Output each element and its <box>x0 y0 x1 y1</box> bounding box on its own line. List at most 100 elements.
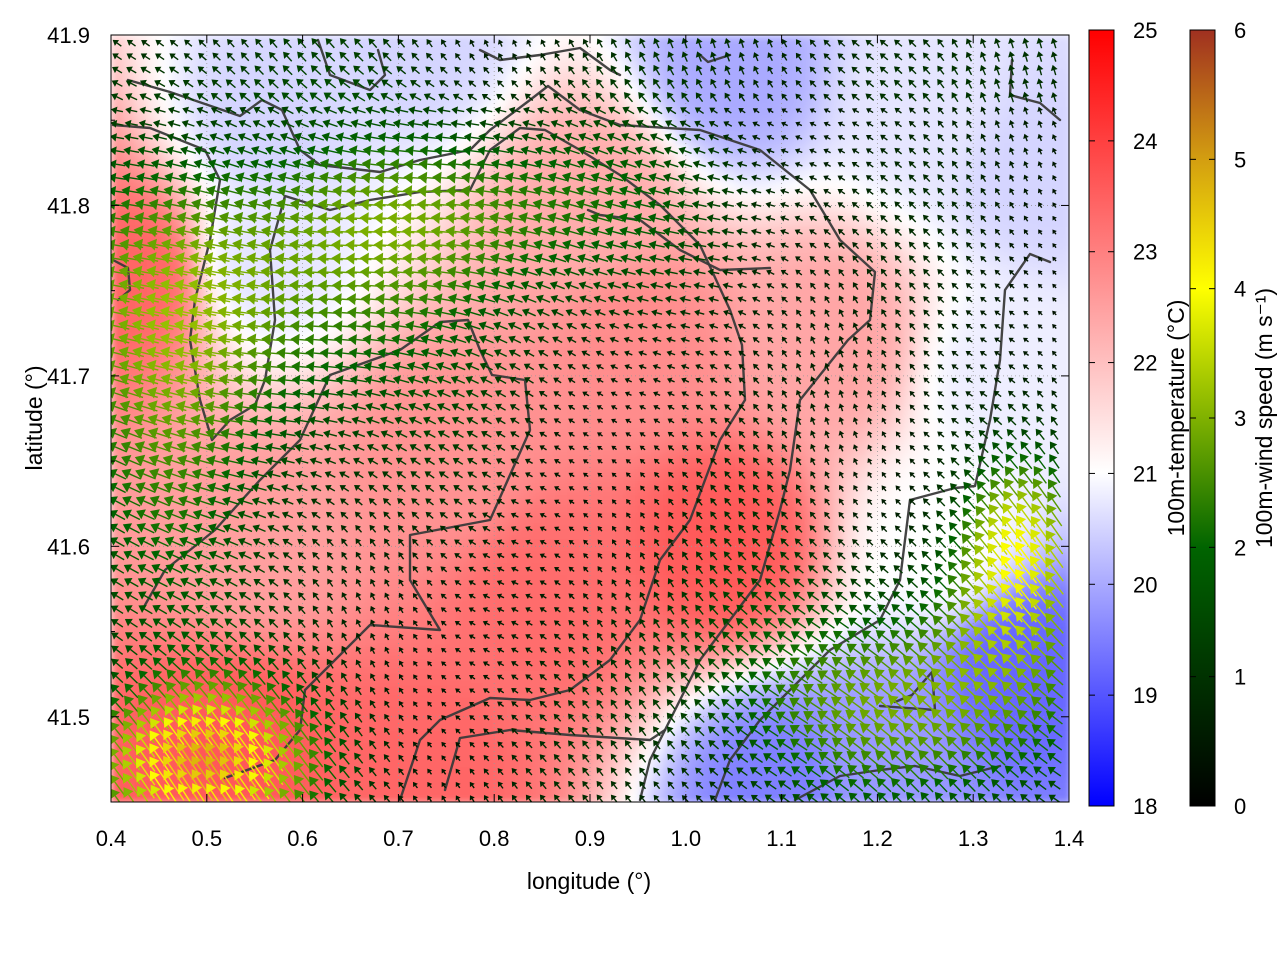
temperature-cell <box>615 419 628 432</box>
temperature-cell <box>399 59 412 72</box>
temperature-cell <box>1059 59 1069 72</box>
temperature-cell <box>999 35 1012 48</box>
temperature-cell <box>615 539 628 552</box>
temperature-cell <box>387 551 400 564</box>
temperature-cell <box>471 503 484 516</box>
temperature-cell <box>543 467 556 480</box>
temperature-cell <box>315 683 328 696</box>
temperature-cell <box>759 299 772 312</box>
temperature-cell <box>807 227 820 240</box>
temperature-cell <box>831 155 844 168</box>
temperature-cell <box>1059 323 1069 336</box>
temperature-cell <box>915 299 928 312</box>
temperature-cell <box>1059 155 1069 168</box>
temperature-cell <box>459 671 472 684</box>
temperature-cell <box>855 275 868 288</box>
temperature-cell <box>315 71 328 84</box>
temperature-cell <box>675 59 688 72</box>
temperature-cell <box>543 755 556 768</box>
temperature-cell <box>987 299 1000 312</box>
temperature-cell <box>615 515 628 528</box>
temperature-cell <box>819 71 832 84</box>
temperature-cell <box>495 611 508 624</box>
temperature-cell <box>471 731 484 744</box>
temperature-cell <box>891 155 904 168</box>
temperature-cell <box>927 419 940 432</box>
temperature-cell <box>579 551 592 564</box>
temperature-cell <box>819 47 832 60</box>
temperature-cell <box>855 203 868 216</box>
temperature-cell <box>915 443 928 456</box>
temperature-cell <box>1059 443 1069 456</box>
temperature-cell <box>939 155 952 168</box>
temperature-cell <box>135 83 148 96</box>
temperature-cell <box>699 299 712 312</box>
temperature-cell <box>375 83 388 96</box>
temperature-cell <box>1047 155 1060 168</box>
temperature-cell <box>807 155 820 168</box>
temperature-cell <box>399 83 412 96</box>
temperature-cell <box>471 83 484 96</box>
temperature-cell <box>903 419 916 432</box>
temperature-cell <box>519 479 532 492</box>
temperature-cell <box>543 743 556 756</box>
temperature-cell <box>243 83 256 96</box>
temperature-cell <box>615 455 628 468</box>
temperature-cell <box>687 599 700 612</box>
temperature-cell <box>615 491 628 504</box>
temperature-cell <box>1059 755 1069 768</box>
temperature-cell <box>555 515 568 528</box>
temperature-cell <box>855 131 868 144</box>
temperature-cell <box>783 299 796 312</box>
temperature-cell <box>771 35 784 48</box>
temperature-cell <box>1059 167 1069 180</box>
temperature-cell <box>411 719 424 732</box>
temperature-cell <box>927 311 940 324</box>
temperature-cell <box>795 35 808 48</box>
temperature-cell <box>639 35 652 48</box>
temperature-cell <box>855 35 868 48</box>
temperature-cell <box>387 587 400 600</box>
temperature-cell <box>831 35 844 48</box>
temperature-cell <box>879 455 892 468</box>
temperature-cell <box>639 83 652 96</box>
temperature-cell <box>447 623 460 636</box>
temperature-cell <box>855 347 868 360</box>
temperature-cell <box>987 263 1000 276</box>
temperature-cell <box>1059 419 1069 432</box>
temperature-cell <box>675 35 688 48</box>
temperature-cell <box>699 527 712 540</box>
temperature-cell <box>579 587 592 600</box>
temperature-cell <box>567 563 580 576</box>
temperature-cell <box>567 635 580 648</box>
temperature-cell <box>543 551 556 564</box>
temperature-cell <box>219 35 232 48</box>
temperature-cell <box>1059 395 1069 408</box>
temperature-cell <box>459 623 472 636</box>
temperature-cell <box>459 659 472 672</box>
temperature-cell <box>903 383 916 396</box>
temperature-cell <box>495 551 508 564</box>
temperature-cell <box>1035 83 1048 96</box>
temperature-cell <box>867 47 880 60</box>
temperature-cell <box>531 35 544 48</box>
temperature-cell <box>435 743 448 756</box>
temperature-cell <box>339 563 352 576</box>
temperature-cell <box>435 635 448 648</box>
temperature-cell <box>867 515 880 528</box>
temperature-cell <box>555 47 568 60</box>
temperature-cell <box>747 227 760 240</box>
temperature-cell <box>1023 371 1036 384</box>
temperature-cell <box>807 119 820 132</box>
temperature-cell <box>879 311 892 324</box>
temperature-cell <box>411 635 424 648</box>
temperature-cell <box>963 299 976 312</box>
temperature-cell <box>735 119 748 132</box>
temperature-cell <box>399 695 412 708</box>
temperature-cell <box>783 263 796 276</box>
temperature-cell <box>543 419 556 432</box>
temperature-cell <box>387 659 400 672</box>
temperature-cell <box>363 527 376 540</box>
temperature-cell <box>699 95 712 108</box>
